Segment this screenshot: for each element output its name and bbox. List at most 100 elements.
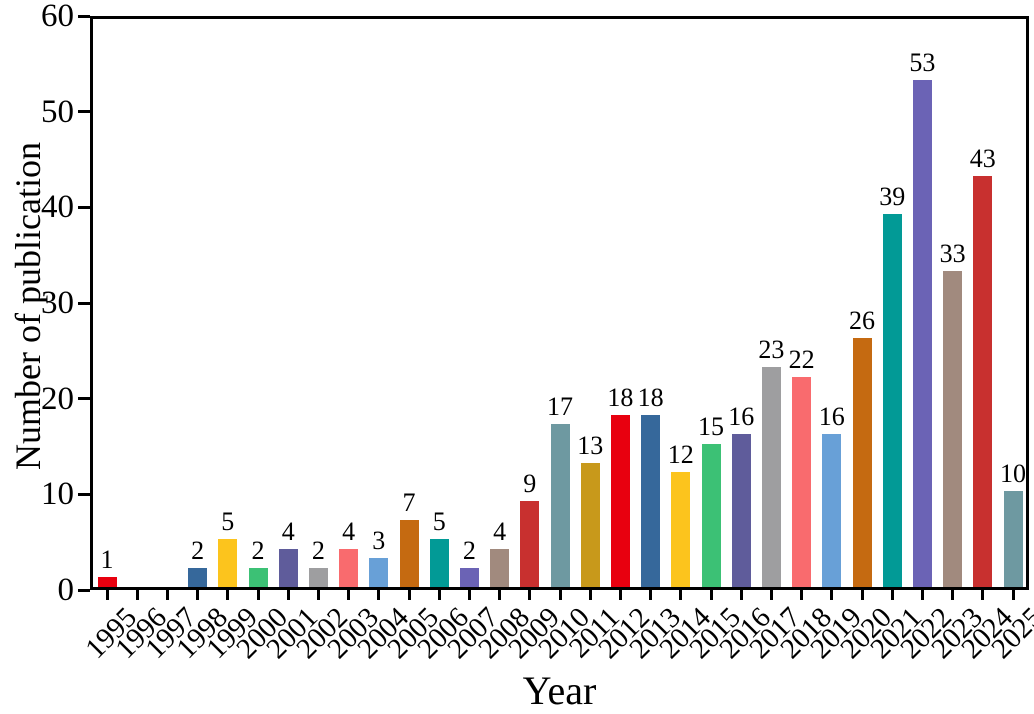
bar-2019 <box>822 433 842 587</box>
bar-1998 <box>188 567 208 587</box>
bar-2000 <box>248 567 268 587</box>
bar-2014 <box>671 472 691 587</box>
bar-value-2015: 15 <box>698 411 724 441</box>
y-axis-tick <box>78 110 90 114</box>
y-tick-label: 10 <box>41 476 74 513</box>
bar-2025 <box>1003 491 1023 587</box>
x-axis-tick <box>226 590 230 600</box>
bar-2020 <box>852 338 872 587</box>
x-axis-tick <box>347 590 351 600</box>
x-axis-tick <box>467 590 471 600</box>
bar-value-2004: 3 <box>372 526 386 556</box>
bar-2023 <box>943 271 963 587</box>
x-axis-tick <box>196 590 200 600</box>
bar-1995 <box>97 577 117 587</box>
bar-value-2005: 7 <box>402 488 416 518</box>
bar-2003 <box>339 548 359 587</box>
bar-value-2021: 39 <box>879 181 906 211</box>
x-axis-tick <box>649 590 653 600</box>
x-axis-tick <box>528 590 532 600</box>
bar-value-2011: 13 <box>577 430 604 460</box>
bar-value-2013: 18 <box>637 382 664 412</box>
x-axis-tick <box>316 590 320 600</box>
x-axis-tick <box>377 590 381 600</box>
bar-2012 <box>610 414 630 587</box>
bar-value-2009: 9 <box>523 468 537 498</box>
bar-value-2001: 4 <box>281 516 295 546</box>
bar-value-2010: 17 <box>547 392 573 422</box>
x-axis-tick <box>437 590 441 600</box>
y-tick-label: 40 <box>41 189 74 226</box>
y-axis-tick <box>78 588 90 592</box>
bar-2018 <box>792 376 812 587</box>
bar-value-2014: 12 <box>667 440 694 470</box>
bar-value-2025: 10 <box>1000 459 1026 489</box>
bar-value-2022: 53 <box>909 47 936 77</box>
bar-value-1995: 1 <box>100 545 114 575</box>
bar-2024 <box>973 175 993 587</box>
bar-value-2016: 16 <box>728 401 755 431</box>
x-axis-tick <box>588 590 592 600</box>
bar-value-2003: 4 <box>342 516 356 546</box>
x-axis-title: Year <box>522 668 597 713</box>
bar-2017 <box>761 366 781 587</box>
x-axis-tick <box>830 590 834 600</box>
x-axis-tick <box>679 590 683 600</box>
bar-2015 <box>701 443 721 587</box>
bar-2013 <box>641 414 661 587</box>
x-axis-tick <box>709 590 713 600</box>
bar-value-2018: 22 <box>788 344 815 374</box>
bar-value-2023: 33 <box>939 239 966 269</box>
bar-2022 <box>912 79 932 587</box>
bar-2005 <box>399 520 419 587</box>
x-axis-tick <box>286 590 290 600</box>
x-axis-tick <box>981 590 985 600</box>
x-axis-tick <box>769 590 773 600</box>
bar-2009 <box>520 500 540 587</box>
y-axis-tick <box>78 397 90 401</box>
y-axis-tick <box>78 14 90 18</box>
x-axis-tick <box>920 590 924 600</box>
y-axis-tick <box>78 301 90 305</box>
bar-2016 <box>731 433 751 587</box>
x-axis-tick <box>407 590 411 600</box>
x-axis-tick <box>105 590 109 600</box>
bar-value-2012: 18 <box>607 382 634 412</box>
bar-2011 <box>580 462 600 587</box>
bar-value-2007: 2 <box>462 535 476 565</box>
bar-value-2020: 26 <box>849 306 875 336</box>
x-axis-tick <box>498 590 502 600</box>
bar-2008 <box>490 548 510 587</box>
bar-2001 <box>278 548 298 587</box>
x-axis-tick <box>1011 590 1015 600</box>
y-axis-tick <box>78 205 90 209</box>
x-axis-tick <box>951 590 955 600</box>
y-tick-label: 0 <box>57 572 75 608</box>
y-axis-tick <box>78 492 90 496</box>
bar-value-2002: 2 <box>311 535 325 565</box>
y-tick-label: 30 <box>41 285 74 321</box>
bar-value-2024: 43 <box>969 143 996 173</box>
bar-value-2006: 5 <box>432 507 446 537</box>
bar-1999 <box>218 539 238 587</box>
bar-value-2008: 4 <box>493 516 507 546</box>
bar-2004 <box>369 558 389 587</box>
x-axis-tick <box>135 590 139 600</box>
x-axis-tick <box>800 590 804 600</box>
x-axis-tick <box>739 590 743 600</box>
bar-value-2019: 16 <box>818 401 845 431</box>
bar-value-2017: 23 <box>758 334 785 364</box>
x-axis-tick <box>860 590 864 600</box>
x-axis-tick <box>256 590 260 600</box>
x-axis-tick <box>890 590 894 600</box>
x-axis-tick <box>558 590 562 600</box>
bar-value-1998: 2 <box>191 535 205 565</box>
x-axis-tick <box>165 590 169 600</box>
y-tick-label: 20 <box>41 380 74 417</box>
y-tick-label: 60 <box>41 0 74 34</box>
bar-2006 <box>429 539 449 587</box>
bar-2002 <box>308 567 328 587</box>
bar-2010 <box>550 424 570 587</box>
bar-2007 <box>459 567 479 587</box>
